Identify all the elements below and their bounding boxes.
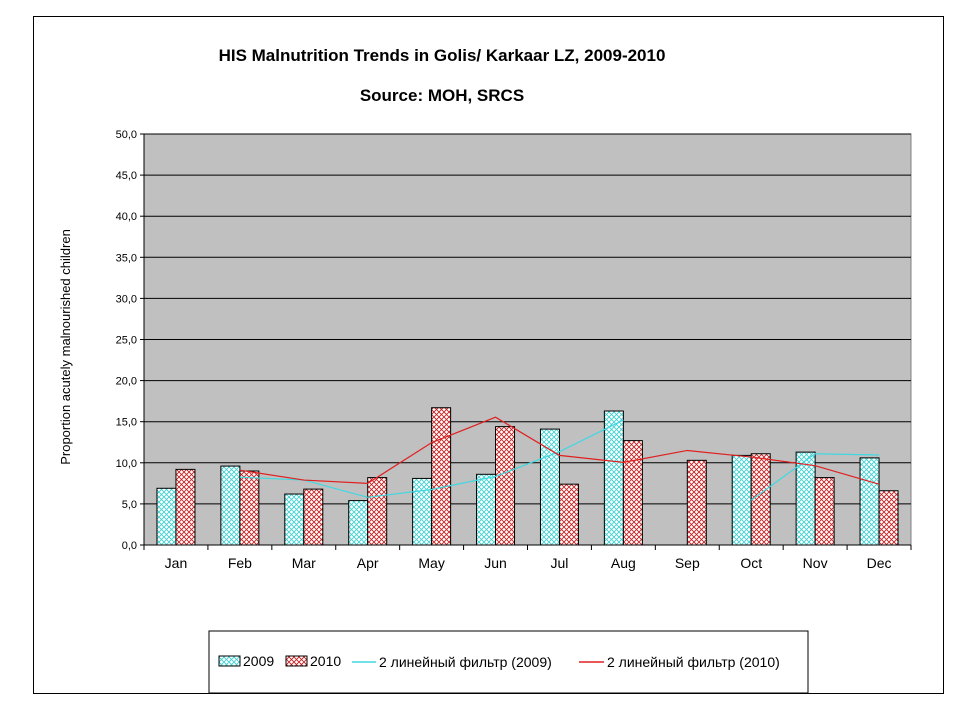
bar-2009-Aug xyxy=(603,410,624,546)
legend-swatch-2009 xyxy=(218,655,241,667)
x-tick-label: Apr xyxy=(357,555,379,571)
y-tick-label: 25,0 xyxy=(116,335,137,347)
trendlines xyxy=(239,416,880,501)
bar-2010-Jan xyxy=(175,468,196,546)
bar-2010-Dec xyxy=(878,490,899,546)
bar-2010-Nov xyxy=(814,477,835,546)
x-tick-label: Aug xyxy=(611,555,636,571)
y-tick-label: 10,0 xyxy=(116,458,137,470)
x-tick-label: Dec xyxy=(867,555,892,571)
chart-subtitle: Source: MOH, SRCS xyxy=(360,86,524,105)
y-tick-label: 45,0 xyxy=(116,170,137,182)
y-tick-label: 15,0 xyxy=(116,417,137,429)
bar-2010-Oct xyxy=(750,453,771,546)
trendline-2009 xyxy=(750,453,880,501)
bar-2009-Jul xyxy=(539,428,560,546)
bar-2010-May xyxy=(431,407,452,546)
bar-2009-Jun xyxy=(476,473,497,546)
legend-label-2010: 2010 xyxy=(310,653,341,669)
legend-label-2009: 2009 xyxy=(243,653,274,669)
bar-2009-Apr xyxy=(348,500,369,546)
bar-2010-Feb xyxy=(239,470,260,546)
trendline-2010 xyxy=(239,416,880,485)
y-axis-ticks: 0,0 5,0 10,0 15,0 20,0 25,0 30,0 35,0 40,0 45,0 50… xyxy=(116,129,144,552)
legend-swatch-2010 xyxy=(285,655,308,667)
x-tick-label: Sep xyxy=(675,555,700,571)
chart-svg: HIS Malnutrition Trends in Golis/ Karkaa… xyxy=(58,46,912,694)
legend-box xyxy=(208,630,809,694)
legend: 2009 2010 2 линейный фильтр (2009) 2 лин… xyxy=(208,630,809,694)
bar-2009-Mar xyxy=(284,493,305,546)
x-tick-label: Feb xyxy=(228,555,252,571)
x-axis-ticks: Jan Feb Mar Apr May Jun Jul Aug Sep Oct Nov Dec xyxy=(143,545,912,571)
x-tick-label: Mar xyxy=(292,555,316,571)
x-tick-label: Jul xyxy=(551,555,569,571)
x-tick-label: Jun xyxy=(484,555,507,571)
y-axis-label: Proportion acutely malnourished children xyxy=(58,229,73,465)
y-tick-label: 30,0 xyxy=(116,293,137,305)
bar-2009-Oct xyxy=(731,454,752,546)
bar-2009-Dec xyxy=(859,457,880,546)
y-tick-label: 35,0 xyxy=(116,252,137,264)
x-tick-label: May xyxy=(418,555,444,571)
gridlines xyxy=(144,133,911,505)
chart-frame: HIS Malnutrition Trends in Golis/ Karkaa… xyxy=(33,16,944,694)
bar-2010-Sep xyxy=(686,459,707,546)
bar-2009-Feb xyxy=(220,465,241,546)
bar-2010-Jul xyxy=(558,483,579,546)
bar-2010-Apr xyxy=(367,477,388,546)
bar-2010-Mar xyxy=(303,488,324,546)
legend-label-trend-2009: 2 линейный фильтр (2009) xyxy=(379,654,552,670)
bar-2009-Jan xyxy=(156,487,177,546)
y-tick-label: 0,0 xyxy=(122,540,137,552)
y-tick-label: 5,0 xyxy=(122,499,137,511)
y-tick-label: 50,0 xyxy=(116,129,137,141)
bars xyxy=(156,407,899,546)
chart-title: HIS Malnutrition Trends in Golis/ Karkaa… xyxy=(219,46,666,65)
bar-2010-Jun xyxy=(495,426,516,546)
y-tick-label: 20,0 xyxy=(116,376,137,388)
x-tick-label: Nov xyxy=(803,555,828,571)
x-tick-label: Jan xyxy=(165,555,188,571)
bar-2009-May xyxy=(412,477,433,546)
y-tick-label: 40,0 xyxy=(116,211,137,223)
x-tick-label: Oct xyxy=(740,555,762,571)
legend-label-trend-2010: 2 линейный фильтр (2010) xyxy=(607,654,780,670)
bar-2010-Aug xyxy=(622,440,643,546)
